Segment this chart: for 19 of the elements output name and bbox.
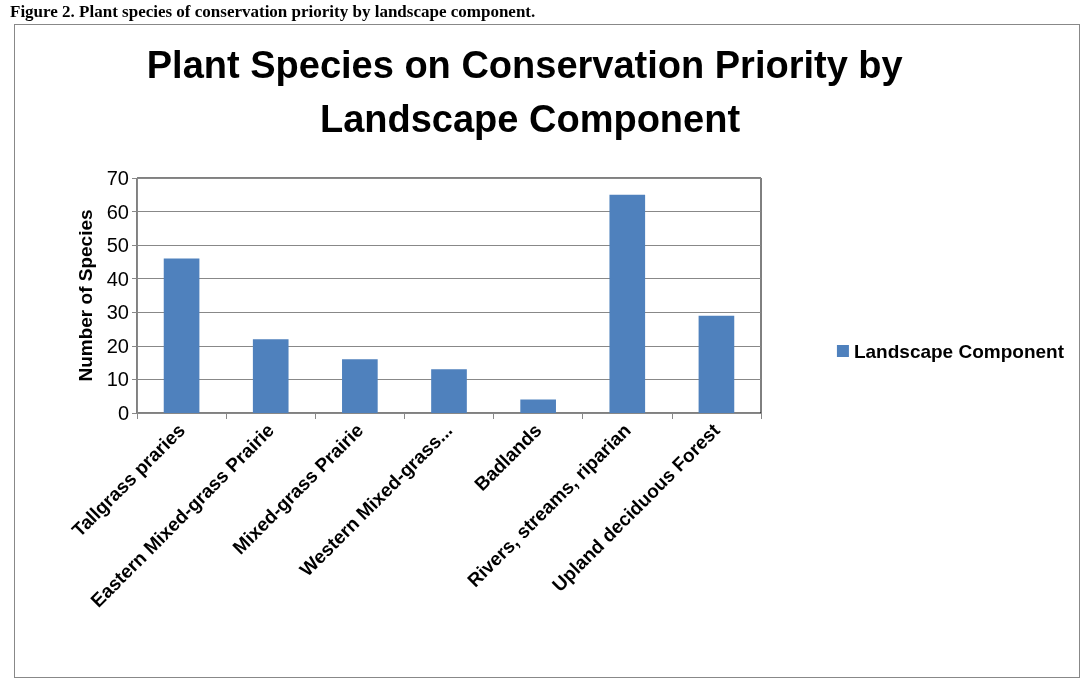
legend-label: Landscape Component	[853, 340, 1065, 362]
y-tick-label: 50	[106, 234, 129, 257]
y-axis-title: Number of Species	[75, 209, 96, 382]
bar	[520, 399, 556, 413]
bar	[698, 315, 735, 413]
bar	[163, 258, 200, 413]
y-tick-label: 40	[106, 267, 129, 290]
y-tick-label: 0	[117, 402, 129, 424]
bar	[609, 194, 646, 413]
bar	[431, 369, 467, 413]
caption: Figure 2. Plant species of conservation priority by landscape component.	[10, 2, 536, 22]
bar	[252, 339, 289, 413]
y-tick-label: 70	[106, 167, 129, 189]
y-tick-label: 30	[106, 301, 129, 324]
y-tick-label: 60	[106, 200, 129, 223]
chart-title: Plant Species on Conservation Priority by Landscape Component	[146, 44, 914, 140]
bar	[342, 359, 378, 413]
y-tick-label: 20	[106, 334, 129, 357]
y-tick-label: 10	[106, 368, 129, 391]
